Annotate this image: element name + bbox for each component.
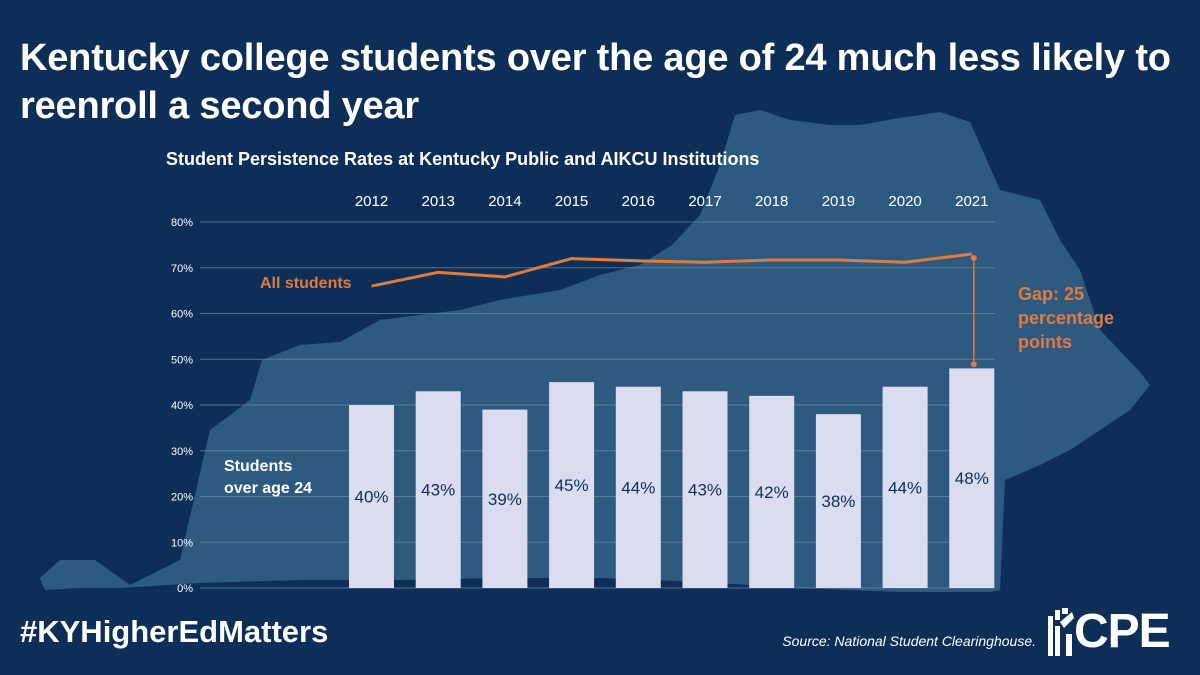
bar-value-label: 40% [354, 488, 388, 507]
gap-bracket-dot-top [970, 255, 977, 262]
bar [815, 414, 861, 588]
bar-value-label: 38% [821, 492, 855, 511]
y-tick-label: 70% [171, 263, 193, 275]
source-note: Source: National Student Clearinghouse. [782, 633, 1036, 649]
x-tick-label: 2012 [355, 193, 388, 210]
y-tick-label: 80% [171, 217, 193, 229]
hashtag: #KYHigherEdMatters [20, 614, 329, 649]
x-tick-label: 2021 [955, 193, 988, 210]
x-tick-label: 2020 [888, 193, 921, 210]
bar [949, 368, 995, 588]
x-tick-label: 2013 [422, 193, 455, 210]
bar [615, 386, 661, 588]
cpe-logo-mark [1048, 608, 1074, 656]
all-students-line [371, 252, 972, 288]
x-tick-label: 2015 [555, 193, 588, 210]
bar-value-label: 43% [688, 481, 722, 500]
bar-value-label: 44% [621, 478, 655, 497]
y-tick-label: 50% [171, 354, 193, 366]
bar-value-label: 45% [555, 476, 589, 495]
x-tick-label: 2014 [488, 193, 521, 210]
y-tick-label: 60% [171, 309, 193, 321]
students-over-24-label: Students over age 24 [224, 458, 312, 497]
headline: Kentucky college students over the age o… [20, 37, 1171, 127]
chart-title: Student Persistence Rates at Kentucky Pu… [166, 149, 760, 169]
x-tick-label: 2019 [822, 193, 855, 210]
y-tick-label: 0% [177, 583, 193, 595]
bar [482, 409, 528, 588]
bar [549, 382, 595, 588]
cpe-logo: CPE [1046, 605, 1188, 660]
bar [349, 405, 394, 588]
cpe-logo-text: CPE [1074, 605, 1171, 658]
y-tick-label: 30% [171, 446, 193, 458]
y-tick-label: 10% [171, 537, 193, 549]
bar-value-label: 48% [955, 469, 989, 488]
bar-value-label: 44% [888, 478, 922, 497]
y-tick-label: 20% [171, 492, 193, 504]
bar [749, 395, 795, 588]
bar [415, 391, 461, 588]
gap-annotation: Gap: 25 percentage points [1018, 284, 1114, 352]
x-tick-label: 2017 [688, 193, 721, 210]
bar-value-label: 43% [421, 481, 455, 500]
bar-value-label: 42% [755, 483, 789, 502]
bar [882, 386, 928, 588]
bar-value-label: 39% [488, 490, 522, 509]
x-tick-label: 2016 [622, 193, 655, 210]
kentucky-map-shape [40, 110, 1150, 592]
all-students-label: All students [260, 275, 352, 292]
gap-bracket-dot-bottom [970, 361, 977, 368]
bar [682, 391, 728, 588]
y-tick-label: 40% [171, 400, 193, 412]
x-tick-label: 2018 [755, 193, 788, 210]
